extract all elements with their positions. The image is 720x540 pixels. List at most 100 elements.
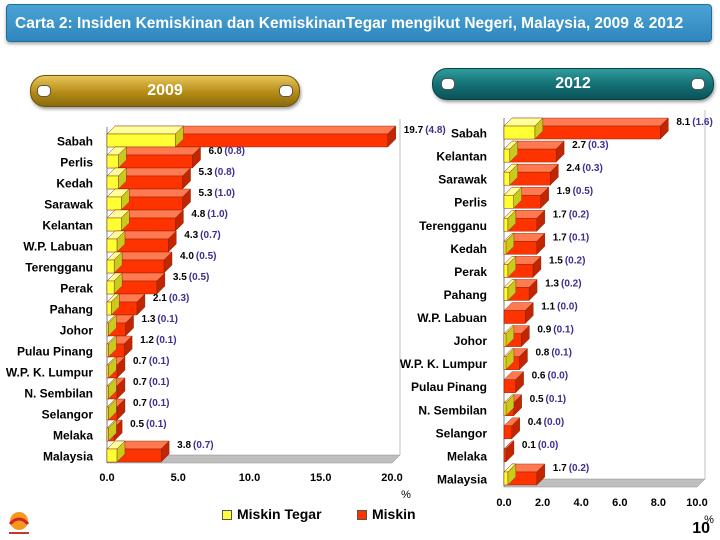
bar-miskin-tegar xyxy=(106,230,126,253)
x-tick-label: 4.0 xyxy=(574,497,589,509)
category-label: Perlis xyxy=(60,156,93,170)
bar-miskin-tegar-front xyxy=(503,264,509,278)
bar-miskin xyxy=(503,140,565,163)
bar-miskin-tegar xyxy=(503,348,515,371)
legend-label-miskin: Miskin xyxy=(372,506,416,522)
data-label-miskin: 3.8 xyxy=(177,440,191,451)
data-label-miskin-tegar: (0.1) xyxy=(546,394,567,405)
data-label-miskin-tegar: (0.0) xyxy=(538,440,559,451)
data-label-miskin-tegar: (0.8) xyxy=(214,167,235,178)
data-label-miskin-tegar: (0.1) xyxy=(146,419,167,430)
bar-miskin xyxy=(503,371,525,394)
data-label: 3.8 (0.7) xyxy=(177,440,213,451)
data-label-miskin-tegar: (0.1) xyxy=(149,398,170,409)
bar-miskin-tegar xyxy=(106,251,123,274)
bar-miskin-front xyxy=(503,310,526,324)
x-tick-label: 10.0 xyxy=(686,497,707,509)
data-label: 6.0 (0.8) xyxy=(209,146,245,157)
bar-miskin-tegar xyxy=(503,325,515,348)
data-label: 19.7 (4.8) xyxy=(404,125,446,136)
data-label: 0.7 (0.1) xyxy=(133,356,169,367)
data-label: 1.1 (0.0) xyxy=(541,302,577,313)
data-label-miskin: 0.8 xyxy=(535,348,549,359)
category-label: Kelantan xyxy=(42,219,93,233)
bar-miskin-tegar-front xyxy=(106,406,109,421)
data-label-miskin: 0.9 xyxy=(537,325,551,336)
category-label: Kedah xyxy=(56,177,93,191)
bar-miskin-tegar-front xyxy=(503,125,536,140)
bar-miskin-tegar xyxy=(503,186,523,209)
data-label-miskin: 0.5 xyxy=(130,419,144,430)
bar-miskin-tegar-front xyxy=(106,448,118,463)
bar-miskin-tegar-front xyxy=(503,241,507,255)
data-label: 5.3 (1.0) xyxy=(199,188,235,199)
data-label-miskin-tegar: (0.2) xyxy=(561,278,582,289)
bar-miskin-tegar-front xyxy=(503,471,509,486)
data-label: 0.5 (0.1) xyxy=(130,419,166,430)
data-label-miskin-tegar: (0.3) xyxy=(169,293,190,304)
data-label-miskin: 1.3 xyxy=(142,314,156,325)
data-label: 1.5 (0.2) xyxy=(549,255,585,266)
bar-miskin-tegar-front xyxy=(106,175,119,190)
legend-swatch-miskin xyxy=(357,510,367,521)
data-label: 1.3 (0.1) xyxy=(142,314,178,325)
bar-miskin-tegar-top xyxy=(106,125,184,135)
data-label: 5.3 (0.8) xyxy=(199,167,235,178)
data-label: 0.4 (0.0) xyxy=(528,417,564,428)
data-label-miskin: 2.1 xyxy=(153,293,167,304)
bar-miskin-tegar-front xyxy=(106,280,115,295)
legend-item-miskin: Miskin xyxy=(357,506,416,522)
data-label-miskin-tegar: (0.0) xyxy=(544,417,565,428)
bar-miskin xyxy=(503,440,515,463)
data-label: 1.3 (0.2) xyxy=(545,278,581,289)
category-label: W.P. K. Lumpur xyxy=(6,366,93,380)
data-label-miskin-tegar: (0.3) xyxy=(582,163,603,174)
year-label-2009: 2009 xyxy=(30,75,300,107)
bar-miskin-tegar-front xyxy=(503,218,509,232)
data-label-miskin-tegar: (0.3) xyxy=(588,140,609,151)
data-label: 1.7 (0.2) xyxy=(553,463,589,474)
bar-miskin-tegar xyxy=(503,255,517,278)
x-tick-label: 8.0 xyxy=(651,497,666,509)
data-label: 4.0 (0.5) xyxy=(180,251,216,262)
data-label-miskin-tegar: (0.5) xyxy=(196,251,217,262)
data-label-miskin-tegar: (0.7) xyxy=(200,230,221,241)
bar-miskin-tegar-front xyxy=(503,148,510,163)
bar-miskin-tegar-front xyxy=(106,301,112,316)
data-label: 0.8 (0.1) xyxy=(535,348,571,359)
category-label: N. Sembilan xyxy=(24,387,93,401)
data-label-miskin-tegar: (0.1) xyxy=(149,377,170,388)
bar-miskin-tegar-front xyxy=(106,322,109,337)
bar-miskin-tegar-front xyxy=(503,402,507,416)
data-label-miskin: 1.1 xyxy=(541,302,555,313)
pill-dot-left-icon xyxy=(37,85,51,97)
data-label: 0.7 (0.1) xyxy=(133,377,169,388)
bar-miskin-tegar-front xyxy=(503,356,507,370)
data-label-miskin: 0.7 xyxy=(133,377,147,388)
x-tick-label: 10.0 xyxy=(239,472,260,484)
data-label-miskin: 2.7 xyxy=(572,140,586,151)
bar-miskin-front xyxy=(503,448,507,463)
data-label: 0.5 (0.1) xyxy=(530,394,566,405)
bar-miskin xyxy=(106,167,192,190)
data-label-miskin-tegar: (1.0) xyxy=(207,209,228,220)
bar-miskin-tegar xyxy=(106,398,117,421)
category-label: Perlis xyxy=(454,196,487,210)
bar-miskin-tegar xyxy=(503,209,517,232)
data-label: 2.1 (0.3) xyxy=(153,293,189,304)
category-label: Terengganu xyxy=(25,261,93,275)
legend-item-miskin-tegar: Miskin Tegar xyxy=(222,506,322,522)
data-label-miskin: 5.3 xyxy=(199,167,213,178)
page-number: 10 xyxy=(692,520,710,537)
data-label-miskin: 1.9 xyxy=(557,186,571,197)
data-label-miskin: 5.3 xyxy=(199,188,213,199)
data-label-miskin: 8.1 xyxy=(676,117,690,128)
data-label-miskin-tegar: (1.6) xyxy=(692,117,713,128)
bar-miskin-front xyxy=(503,379,516,393)
category-label: Johor xyxy=(60,324,94,338)
data-label-miskin: 0.1 xyxy=(522,440,536,451)
category-label: N. Sembilan xyxy=(418,403,487,417)
category-label: W.P. Labuan xyxy=(23,240,93,254)
bar-miskin-tegar-front xyxy=(106,259,115,274)
category-label: Melaka xyxy=(53,429,93,443)
